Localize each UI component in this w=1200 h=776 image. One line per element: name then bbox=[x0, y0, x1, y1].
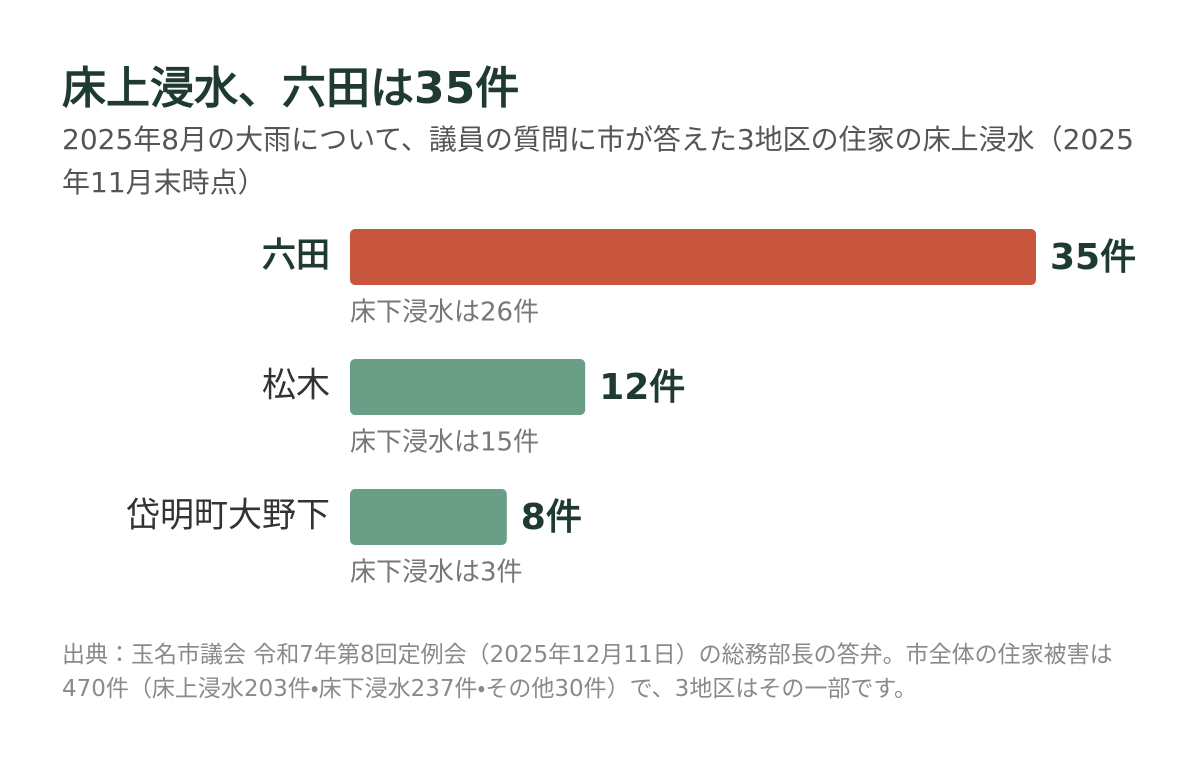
category-label: 松木 bbox=[262, 366, 330, 406]
bar-note: 床下浸水は26件 bbox=[350, 298, 539, 328]
bar-note: 床下浸水は15件 bbox=[350, 428, 539, 458]
chart-title: 床上浸水、六田は35件 bbox=[62, 63, 520, 114]
bar bbox=[350, 359, 586, 415]
value-label: 12件 bbox=[599, 367, 685, 408]
source-note: 出典：玉名市議会 令和7年第8回定例会（2025年12月11日）の総務部長の答弁… bbox=[62, 642, 1113, 702]
category-label: 六田 bbox=[262, 236, 330, 276]
category-label: 岱明町大野下 bbox=[126, 496, 330, 536]
bar bbox=[350, 489, 507, 545]
value-label: 35件 bbox=[1050, 237, 1136, 278]
bar-note: 床下浸水は3件 bbox=[350, 558, 523, 588]
bar bbox=[350, 229, 1036, 285]
value-label: 8件 bbox=[521, 497, 582, 538]
chart-subtitle: 2025年8月の大雨について、議員の質問に市が答えた3地区の住家の床上浸水（20… bbox=[62, 123, 1134, 199]
